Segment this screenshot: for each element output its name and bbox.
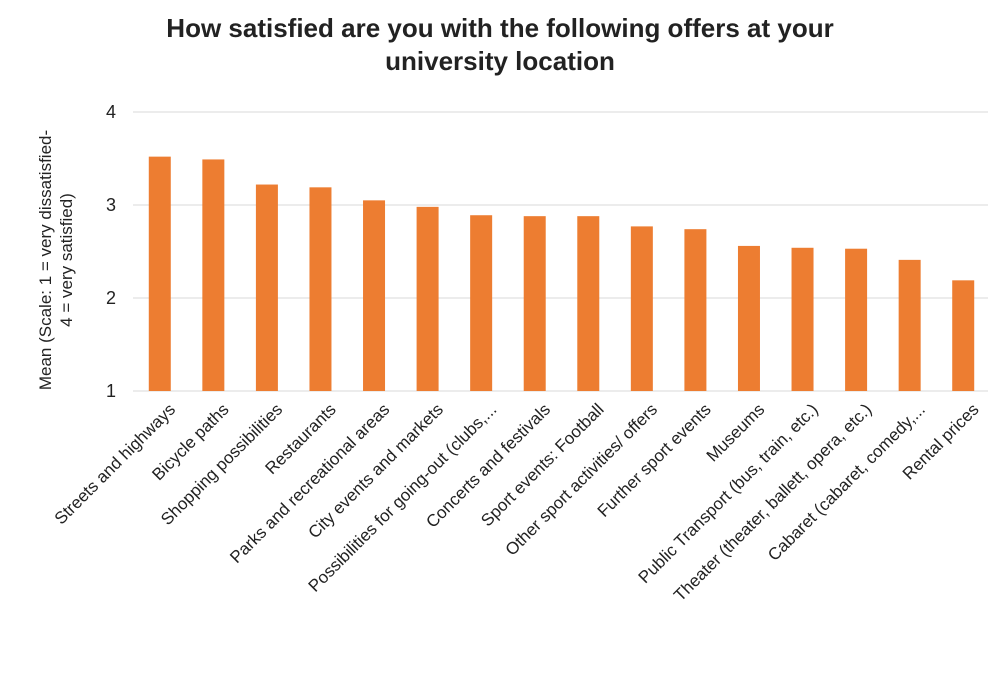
bar (255, 184, 278, 391)
bar (952, 280, 975, 391)
bar (148, 156, 171, 391)
bar (684, 229, 707, 391)
chart-title-line-1: How satisfied are you with the following… (166, 13, 833, 43)
y-axis-title: Mean (Scale: 1 = very dissatisfied- 4 = … (36, 130, 76, 390)
bar (898, 259, 921, 391)
bar (416, 206, 439, 391)
bar (470, 215, 493, 391)
x-category-label: Possibilities for going-out (clubs,... (305, 400, 501, 596)
bar (737, 245, 760, 391)
y-axis-ticks: 1 2 3 4 (106, 102, 116, 401)
bar (363, 200, 386, 391)
bar (309, 187, 332, 391)
x-category-label: Theater (theater, ballett, opera, etc.) (670, 400, 875, 605)
bar (791, 247, 814, 391)
bar (577, 216, 600, 391)
bar (845, 248, 868, 391)
bar (202, 159, 225, 391)
bar (523, 216, 546, 391)
chart-title-line-2: university location (385, 46, 615, 76)
y-tick-label: 1 (106, 381, 116, 401)
y-tick-label: 2 (106, 288, 116, 308)
bars (148, 156, 975, 391)
y-axis-title-line-2: 4 = very satisfied) (57, 193, 76, 327)
y-tick-label: 3 (106, 195, 116, 215)
bar (630, 226, 653, 391)
y-tick-label: 4 (106, 102, 116, 122)
y-axis-title-line-1: Mean (Scale: 1 = very dissatisfied- (36, 130, 55, 390)
